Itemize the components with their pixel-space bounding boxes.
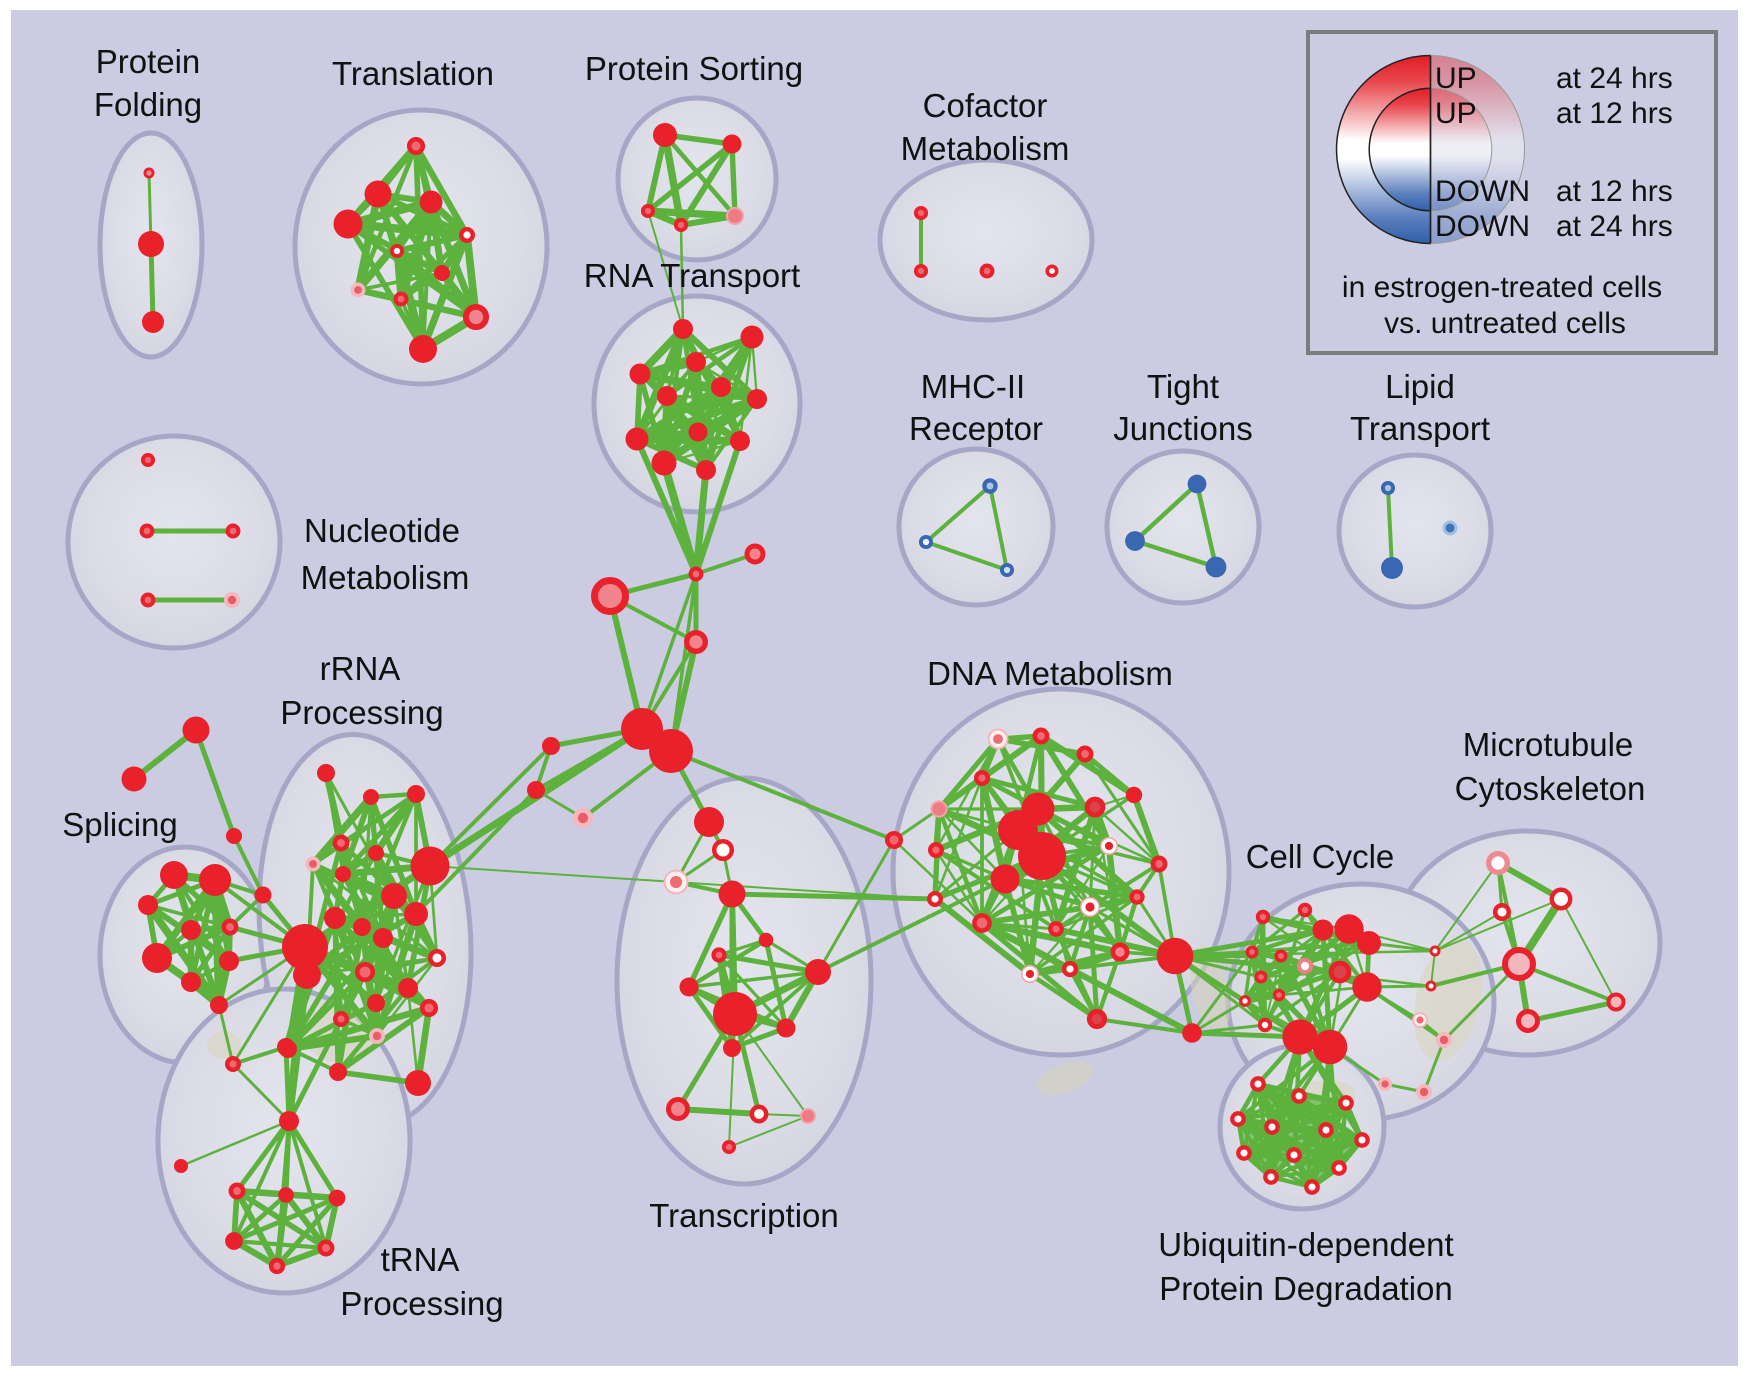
- svg-text:UP: UP: [1435, 97, 1477, 130]
- svg-text:Lipid: Lipid: [1385, 368, 1455, 405]
- svg-text:at 24 hrs: at 24 hrs: [1556, 62, 1673, 95]
- svg-text:Transcription: Transcription: [649, 1197, 839, 1234]
- svg-text:Nucleotide: Nucleotide: [304, 512, 460, 549]
- svg-text:Processing: Processing: [280, 694, 443, 731]
- svg-text:Tight: Tight: [1147, 368, 1219, 405]
- svg-text:Protein: Protein: [96, 43, 201, 80]
- svg-text:Splicing: Splicing: [62, 806, 178, 843]
- svg-text:at 12 hrs: at 12 hrs: [1556, 97, 1673, 130]
- svg-text:Processing: Processing: [340, 1285, 503, 1322]
- svg-text:Receptor: Receptor: [909, 410, 1043, 447]
- svg-text:tRNA: tRNA: [381, 1241, 460, 1278]
- svg-text:Cell Cycle: Cell Cycle: [1246, 838, 1395, 875]
- svg-text:vs. untreated cells: vs. untreated cells: [1384, 307, 1626, 340]
- svg-text:DOWN: DOWN: [1435, 175, 1530, 208]
- svg-text:Protein Sorting: Protein Sorting: [585, 50, 803, 87]
- svg-text:Microtubule: Microtubule: [1463, 726, 1634, 763]
- svg-text:MHC-II: MHC-II: [921, 368, 1025, 405]
- svg-text:Ubiquitin-dependent: Ubiquitin-dependent: [1158, 1226, 1453, 1263]
- svg-text:DNA Metabolism: DNA Metabolism: [927, 655, 1173, 692]
- svg-text:in estrogen-treated cells: in estrogen-treated cells: [1342, 271, 1662, 304]
- svg-text:DOWN: DOWN: [1435, 210, 1530, 243]
- svg-text:Metabolism: Metabolism: [901, 130, 1070, 167]
- svg-text:Protein Degradation: Protein Degradation: [1159, 1270, 1453, 1307]
- svg-text:RNA Transport: RNA Transport: [584, 257, 800, 294]
- svg-text:Cofactor: Cofactor: [923, 87, 1048, 124]
- svg-text:Transport: Transport: [1350, 410, 1490, 447]
- svg-text:rRNA: rRNA: [320, 650, 401, 687]
- svg-text:Cytoskeleton: Cytoskeleton: [1455, 770, 1646, 807]
- svg-text:Metabolism: Metabolism: [301, 559, 470, 596]
- svg-text:Translation: Translation: [332, 55, 494, 92]
- svg-text:UP: UP: [1435, 62, 1477, 95]
- svg-text:Folding: Folding: [94, 86, 202, 123]
- svg-text:Junctions: Junctions: [1113, 410, 1252, 447]
- svg-text:at 24 hrs: at 24 hrs: [1556, 210, 1673, 243]
- svg-text:at 12 hrs: at 12 hrs: [1556, 175, 1673, 208]
